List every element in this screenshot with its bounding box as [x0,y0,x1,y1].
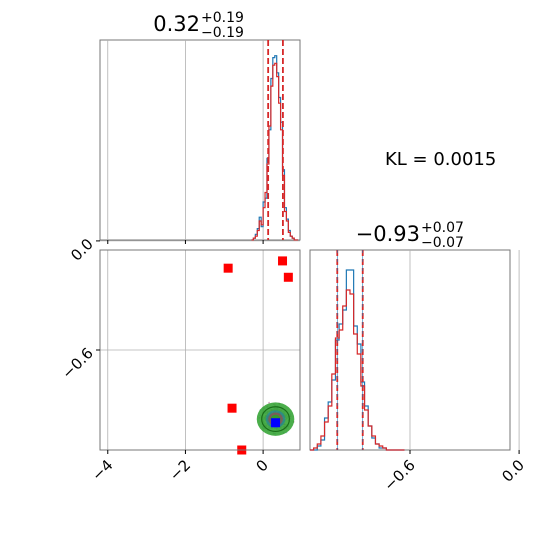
param2-title-minus: −0.07 [421,235,464,251]
hist-series-red [251,62,299,241]
param1-title-plus: +0.19 [201,10,244,26]
kl-annotation: KL = 0.0015 [385,149,496,170]
param2-title-plus: +0.07 [421,220,464,236]
param2-title-median: −0.93 [356,222,420,246]
density-contour [261,406,290,433]
sample-point [268,401,271,404]
hist-series-red [310,289,405,451]
tick-label: −4 [88,456,116,484]
blue-square-marker [271,418,281,428]
panel-scatter-2d [99,240,301,455]
red-square-marker [223,263,233,273]
param1-title-minus: −0.19 [201,25,244,41]
red-square-marker [278,256,288,266]
red-square-marker [283,272,293,282]
panel-hist-param2 [309,249,520,451]
tick-label: 0.0 [498,456,528,486]
tick-label: −0.6 [58,344,96,382]
panel-hist-param1 [99,39,301,241]
red-square-marker [227,403,237,413]
tick-label: 0 [252,456,271,475]
tick-label: −2 [166,456,194,484]
tick-label: 0.0 [67,235,97,265]
tick-label: −0.6 [380,456,418,494]
hist-series-blue [251,55,299,241]
param1-title-median: 0.32 [153,12,200,36]
